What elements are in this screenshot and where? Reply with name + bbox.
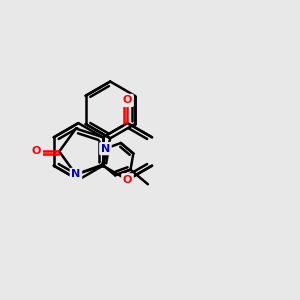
Text: O: O <box>123 175 132 185</box>
Text: O: O <box>123 95 132 105</box>
Text: N: N <box>101 144 110 154</box>
Text: O: O <box>32 146 41 157</box>
Text: N: N <box>71 169 80 179</box>
